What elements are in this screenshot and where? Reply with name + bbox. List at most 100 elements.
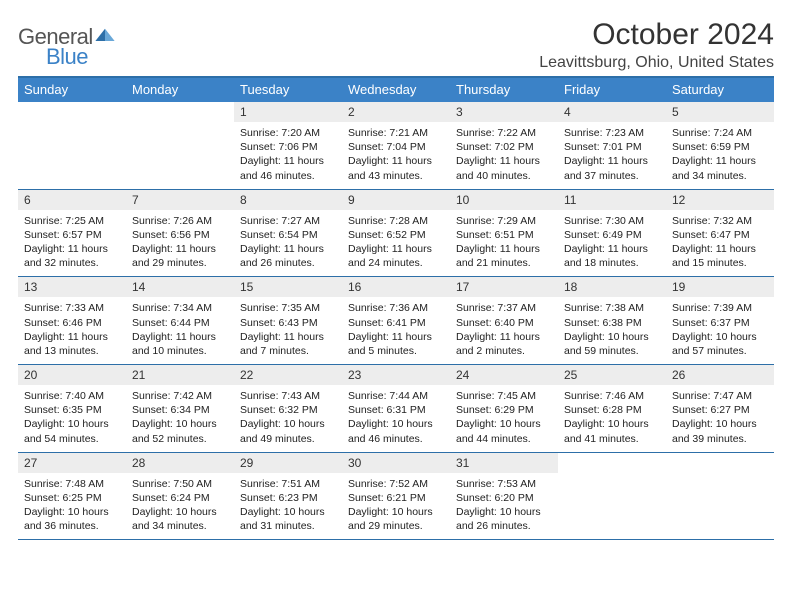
day-info-line: and 31 minutes. — [240, 519, 336, 533]
day-info-line: Sunset: 6:32 PM — [240, 403, 336, 417]
calendar-cell: 17Sunrise: 7:37 AMSunset: 6:40 PMDayligh… — [450, 277, 558, 364]
day-info-line: Sunrise: 7:51 AM — [240, 477, 336, 491]
day-info-line: Sunrise: 7:40 AM — [24, 389, 120, 403]
date-number: 24 — [450, 365, 558, 385]
day-info-line: Sunset: 6:38 PM — [564, 316, 660, 330]
day-info-line: Sunset: 6:49 PM — [564, 228, 660, 242]
day-info-line: and 29 minutes. — [132, 256, 228, 270]
day-info-line: Daylight: 11 hours — [564, 242, 660, 256]
day-info: Sunrise: 7:39 AMSunset: 6:37 PMDaylight:… — [666, 297, 774, 364]
day-info-line: and 18 minutes. — [564, 256, 660, 270]
date-number: 15 — [234, 277, 342, 297]
day-info-line: and 2 minutes. — [456, 344, 552, 358]
day-info-line: Sunset: 6:46 PM — [24, 316, 120, 330]
date-number: 5 — [666, 102, 774, 122]
calendar-cell: 2Sunrise: 7:21 AMSunset: 7:04 PMDaylight… — [342, 102, 450, 189]
calendar-cell: 9Sunrise: 7:28 AMSunset: 6:52 PMDaylight… — [342, 190, 450, 277]
day-header-mon: Monday — [126, 78, 234, 102]
calendar-cell — [18, 102, 126, 189]
day-info-line: Sunrise: 7:35 AM — [240, 301, 336, 315]
day-info-line: and 46 minutes. — [348, 432, 444, 446]
day-info-line: Sunset: 6:37 PM — [672, 316, 768, 330]
day-info-line: Daylight: 11 hours — [240, 242, 336, 256]
day-header-fri: Friday — [558, 78, 666, 102]
date-number: 19 — [666, 277, 774, 297]
date-number: 2 — [342, 102, 450, 122]
day-info: Sunrise: 7:26 AMSunset: 6:56 PMDaylight:… — [126, 210, 234, 277]
date-number: 13 — [18, 277, 126, 297]
day-header-sat: Saturday — [666, 78, 774, 102]
day-info-line: and 7 minutes. — [240, 344, 336, 358]
day-info-line: Daylight: 10 hours — [132, 417, 228, 431]
day-info-line: Sunset: 6:21 PM — [348, 491, 444, 505]
calendar-cell: 6Sunrise: 7:25 AMSunset: 6:57 PMDaylight… — [18, 190, 126, 277]
day-info-line: Daylight: 11 hours — [348, 330, 444, 344]
day-info-line: and 34 minutes. — [672, 169, 768, 183]
calendar-cell: 31Sunrise: 7:53 AMSunset: 6:20 PMDayligh… — [450, 453, 558, 540]
day-header-wed: Wednesday — [342, 78, 450, 102]
day-info-line: and 29 minutes. — [348, 519, 444, 533]
week-row: 20Sunrise: 7:40 AMSunset: 6:35 PMDayligh… — [18, 365, 774, 453]
day-info-line: Sunrise: 7:37 AM — [456, 301, 552, 315]
day-info — [126, 120, 234, 178]
date-number — [666, 453, 774, 471]
day-info-line: and 26 minutes. — [240, 256, 336, 270]
calendar-cell: 21Sunrise: 7:42 AMSunset: 6:34 PMDayligh… — [126, 365, 234, 452]
day-info-line: and 52 minutes. — [132, 432, 228, 446]
day-info: Sunrise: 7:44 AMSunset: 6:31 PMDaylight:… — [342, 385, 450, 452]
week-row: 6Sunrise: 7:25 AMSunset: 6:57 PMDaylight… — [18, 190, 774, 278]
day-info-line: and 41 minutes. — [564, 432, 660, 446]
day-info: Sunrise: 7:46 AMSunset: 6:28 PMDaylight:… — [558, 385, 666, 452]
calendar-cell — [126, 102, 234, 189]
day-info-line: Daylight: 10 hours — [24, 505, 120, 519]
day-info-line: Sunset: 6:57 PM — [24, 228, 120, 242]
day-info-line: Sunset: 6:24 PM — [132, 491, 228, 505]
day-info-line: and 24 minutes. — [348, 256, 444, 270]
day-info-line: Daylight: 11 hours — [24, 242, 120, 256]
day-info-line: and 59 minutes. — [564, 344, 660, 358]
date-number: 14 — [126, 277, 234, 297]
day-info-line: Sunset: 6:59 PM — [672, 140, 768, 154]
day-info — [18, 120, 126, 178]
day-info-line: Sunrise: 7:30 AM — [564, 214, 660, 228]
date-number: 17 — [450, 277, 558, 297]
day-header-thu: Thursday — [450, 78, 558, 102]
day-info: Sunrise: 7:40 AMSunset: 6:35 PMDaylight:… — [18, 385, 126, 452]
day-info-line: Sunset: 7:01 PM — [564, 140, 660, 154]
day-info-line: Sunset: 6:56 PM — [132, 228, 228, 242]
day-info: Sunrise: 7:38 AMSunset: 6:38 PMDaylight:… — [558, 297, 666, 364]
day-info-line: and 21 minutes. — [456, 256, 552, 270]
day-header-tue: Tuesday — [234, 78, 342, 102]
day-info: Sunrise: 7:51 AMSunset: 6:23 PMDaylight:… — [234, 473, 342, 540]
location-text: Leavittsburg, Ohio, United States — [539, 54, 774, 72]
calendar-cell: 30Sunrise: 7:52 AMSunset: 6:21 PMDayligh… — [342, 453, 450, 540]
day-info-line: and 13 minutes. — [24, 344, 120, 358]
week-row: 27Sunrise: 7:48 AMSunset: 6:25 PMDayligh… — [18, 453, 774, 541]
day-info-line: Sunrise: 7:29 AM — [456, 214, 552, 228]
day-info-line: and 49 minutes. — [240, 432, 336, 446]
day-info-line: Sunrise: 7:48 AM — [24, 477, 120, 491]
day-info: Sunrise: 7:52 AMSunset: 6:21 PMDaylight:… — [342, 473, 450, 540]
day-info-line: and 40 minutes. — [456, 169, 552, 183]
calendar-cell: 15Sunrise: 7:35 AMSunset: 6:43 PMDayligh… — [234, 277, 342, 364]
date-number — [558, 453, 666, 471]
date-number: 25 — [558, 365, 666, 385]
calendar-cell: 11Sunrise: 7:30 AMSunset: 6:49 PMDayligh… — [558, 190, 666, 277]
date-number: 23 — [342, 365, 450, 385]
day-info-line: Daylight: 11 hours — [456, 154, 552, 168]
day-info-line: Daylight: 10 hours — [24, 417, 120, 431]
day-info-line: and 57 minutes. — [672, 344, 768, 358]
day-info-line: and 37 minutes. — [564, 169, 660, 183]
day-info: Sunrise: 7:53 AMSunset: 6:20 PMDaylight:… — [450, 473, 558, 540]
calendar-cell: 29Sunrise: 7:51 AMSunset: 6:23 PMDayligh… — [234, 453, 342, 540]
day-info-line: Sunset: 6:47 PM — [672, 228, 768, 242]
date-number: 22 — [234, 365, 342, 385]
calendar-cell: 25Sunrise: 7:46 AMSunset: 6:28 PMDayligh… — [558, 365, 666, 452]
day-info-line: Daylight: 11 hours — [132, 242, 228, 256]
day-info-line: Daylight: 10 hours — [564, 417, 660, 431]
day-info: Sunrise: 7:29 AMSunset: 6:51 PMDaylight:… — [450, 210, 558, 277]
calendar-cell: 28Sunrise: 7:50 AMSunset: 6:24 PMDayligh… — [126, 453, 234, 540]
day-info — [558, 471, 666, 529]
day-info: Sunrise: 7:47 AMSunset: 6:27 PMDaylight:… — [666, 385, 774, 452]
day-info: Sunrise: 7:28 AMSunset: 6:52 PMDaylight:… — [342, 210, 450, 277]
